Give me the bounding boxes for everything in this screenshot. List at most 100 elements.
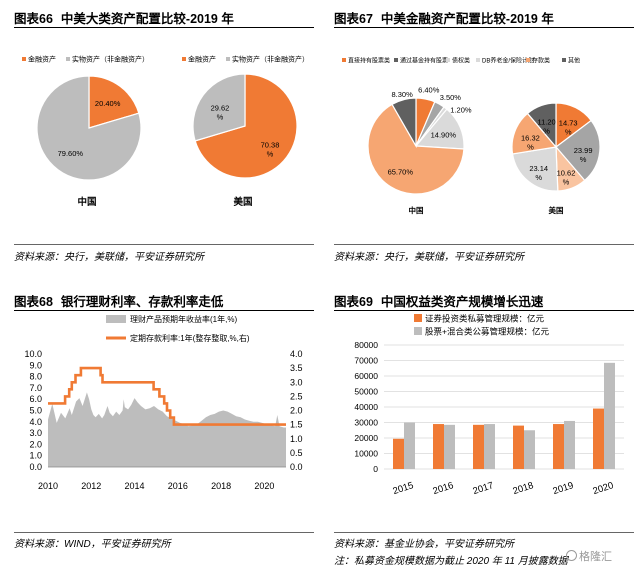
watermark: 格隆汇: [566, 548, 612, 564]
panel-66-source: 资料来源：央行，美联储，平安证券研究所: [14, 252, 204, 263]
p67-pie-0-label-2: 1.20%: [450, 106, 472, 115]
p66-legend-cn-0-label: 金融资产: [28, 55, 56, 64]
p67-pie-1-label-3-num: 23.14: [529, 164, 548, 173]
p67-legend-1-label: 通过基金持有股票: [400, 57, 448, 65]
p69-bar-1-4: [564, 420, 575, 469]
p67-pie-1-slice-4: [511, 112, 558, 155]
p69-bar-0-5: [593, 408, 604, 469]
panel-67-source: 资料来源：央行，美联储，平安证券研究所: [334, 252, 524, 263]
p68-y-right-tick-1: 0.5: [290, 448, 303, 458]
panel-66-title: 图表66 中美大类资产配置比较-2019 年: [14, 12, 234, 26]
p69-bar-1-2: [484, 424, 495, 469]
p68-x-tick-4: 2018: [211, 481, 231, 491]
p68-y-left-tick-7: 7.0: [29, 383, 42, 393]
p67-legend-1-swatch: [394, 58, 398, 62]
p66-pie-0-slice-0: [88, 75, 140, 129]
p67-pie-0-label-4: 65.70%: [388, 167, 414, 176]
p69-y-tick-2: 20000: [354, 433, 378, 443]
p68-y-left-tick-9: 9.0: [29, 360, 42, 370]
p67-pie-1-slice-1: [555, 119, 601, 182]
p67-pie-1-label-0: 14.73%: [559, 119, 578, 137]
p68-y-left-tick-0: 0.0: [29, 462, 42, 472]
p69-y-tick-3: 30000: [354, 418, 378, 428]
p68-legend-0-label: 理财产品预期年收益率(1年,%): [130, 314, 237, 324]
p67-pie-1-label-0-num: 14.73: [559, 119, 578, 128]
panel-67-title: 图表67 中美金融资产配置比较-2019 年: [334, 12, 554, 26]
p66-pie-1-label-1: 29.62%: [211, 103, 230, 121]
p67-legend-2-swatch: [446, 58, 450, 62]
p67-legend-3-swatch: [476, 58, 480, 62]
p67-pie-1-label-1-num: 23.99: [574, 146, 593, 155]
p69-bar-0-1: [433, 424, 444, 469]
panel-66-chart: 金融资产 实物资产（非金融资产） 金融资产 实物资产（非金融资产） 20.40% 79.6…: [22, 55, 309, 208]
p67-legend-0-label: 直接持有股票类: [348, 57, 390, 65]
p66-legend-us-1-label: 实物资产（非金融资产）: [232, 55, 309, 64]
p68-wealth-yield-area: [48, 392, 286, 467]
p67-pie-0-name: 中国: [409, 205, 424, 215]
p66-legend-cn-0-swatch: [22, 57, 26, 61]
p69-y-tick-8: 80000: [354, 340, 378, 350]
p67-pie-1-slice-5: [526, 102, 557, 149]
p68-y-right-tick-3: 1.5: [290, 420, 303, 430]
p67-pie-0-label-3: 14.90%: [431, 130, 457, 139]
p69-x-tick-0: 2015: [391, 480, 415, 497]
p69-bar-0-0: [393, 438, 404, 469]
p67-pie-1-label-5: 11.20%: [537, 117, 555, 135]
panel-68-source: 资料来源：WIND，平安证券研究所: [14, 539, 171, 550]
p68-y-right-tick-4: 2.0: [290, 406, 303, 416]
panel-69: 图表69 中国权益类资产规模增长迅速 证券投资类私募管理规模：亿元 股票+混合类公募…: [334, 291, 634, 571]
p68-y-left-tick-10: 10.0: [24, 349, 42, 359]
p67-pie-1-label-1-pct: %: [580, 155, 587, 164]
p69-x-tick-4: 2019: [551, 480, 575, 497]
panel-69-title: 图表69 中国权益类资产规模增长迅速: [334, 295, 544, 309]
p68-y-left-tick-2: 2.0: [29, 439, 42, 449]
p68-y-right-tick-7: 3.5: [290, 363, 303, 373]
p68-x-tick-1: 2012: [81, 481, 101, 491]
p67-pie-1-label-4-pct: %: [527, 143, 534, 152]
p69-y-tick-7: 70000: [354, 356, 378, 366]
p66-legend-us-1-swatch: [226, 57, 230, 61]
p69-y-tick-4: 40000: [354, 402, 378, 412]
p67-pie-0-slice-5: [391, 97, 417, 149]
p67-pie-0-label-1: 3.50%: [440, 93, 462, 102]
p69-x-tick-2: 2017: [471, 480, 495, 497]
p69-x-tick-1: 2016: [431, 480, 455, 497]
p67-pie-0-slice-4: [367, 103, 465, 195]
panel-68: 图表68 银行理财利率、存款利率走低 理财产品预期年收益率(1年,%) 定期存款利率…: [14, 291, 314, 551]
p66-pie-0-label-0: 20.40%: [95, 99, 121, 108]
p66-pie-1-slice-1: [192, 73, 246, 142]
p68-x-tick-5: 2020: [254, 481, 274, 491]
p68-y-left-tick-4: 4.0: [29, 417, 42, 427]
p69-bar-1-1: [444, 424, 455, 469]
p69-legend-0-label: 证券投资类私募管理规模：亿元: [425, 314, 545, 324]
p67-pie-0-label-5: 8.30%: [391, 90, 413, 99]
p67-pie-1-label-0-pct: %: [565, 128, 572, 137]
p67-pie-1-label-2-num: 10.62: [557, 168, 576, 177]
p66-pie-1-slice-0: [194, 73, 298, 179]
p67-pie-1-label-4: 16.32%: [521, 134, 540, 152]
p66-pie-0-name: 中国: [77, 196, 96, 208]
p68-y-left-tick-5: 5.0: [29, 406, 42, 416]
p69-x-tick-3: 2018: [511, 480, 535, 497]
p69-bar-0-4: [553, 424, 564, 469]
p68-y-left-tick-1: 1.0: [29, 451, 42, 461]
p69-x-tick-5: 2020: [591, 480, 615, 497]
p69-legend-1-label: 股票+混合类公募管理规模：亿元: [425, 327, 549, 337]
p67-pie-1-label-5-num: 11.20: [537, 117, 555, 126]
p66-pie-1-label-0-pct: %: [267, 150, 274, 159]
p68-x-tick-2: 2014: [125, 481, 145, 491]
p67-pie-1-label-2: 10.62%: [557, 168, 576, 186]
p68-y-left-tick-6: 6.0: [29, 394, 42, 404]
panel-68-title: 图表68 银行理财利率、存款利率走低: [14, 295, 224, 309]
watermark-icon: [566, 550, 577, 561]
panel-69-source: 资料来源：基金业协会，平安证券研究所: [334, 539, 514, 550]
p67-legend-5-swatch: [562, 58, 566, 62]
panel-66: 图表66 中美大类资产配置比较-2019 年 金融资产 实物资产（非金融资产） 金融资…: [14, 8, 314, 263]
p69-y-tick-0: 0: [373, 464, 378, 474]
p67-pie-1-label-5-pct: %: [543, 126, 550, 135]
p66-legend-us-0-swatch: [182, 57, 186, 61]
p66-pie-1-label-0: 70.38%: [261, 141, 280, 159]
p67-legend-5-label: 其他: [568, 57, 580, 65]
p67-pie-1-slice-3: [511, 146, 559, 192]
